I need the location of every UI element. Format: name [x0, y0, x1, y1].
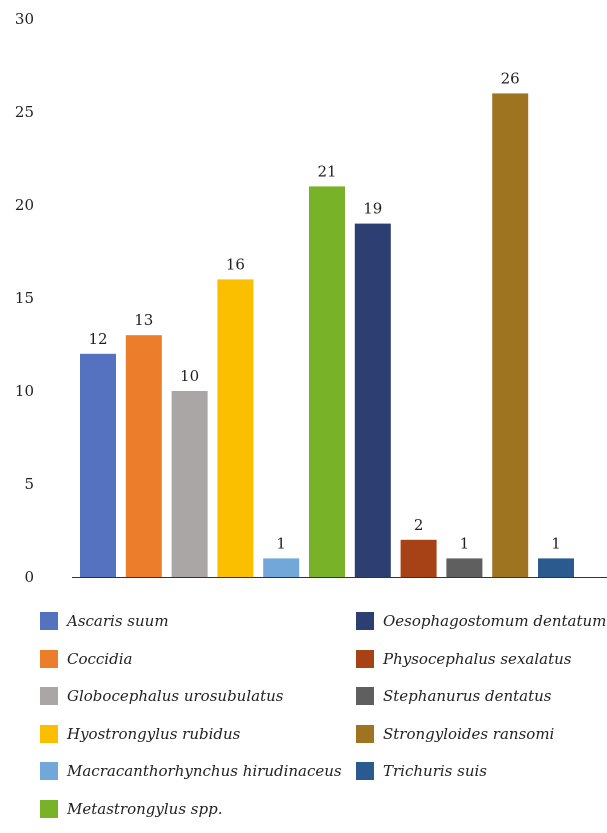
bar-value-label: 2 — [414, 516, 424, 534]
legend: Ascaris suum Coccidia Globocephalus urosub… — [0, 600, 607, 833]
legend-item: Hyostrongylus rubidus — [40, 724, 241, 743]
bar-value-label: 13 — [134, 311, 153, 329]
legend-swatch — [40, 724, 58, 743]
bar-strongyloides-ransomi — [492, 93, 529, 578]
legend-swatch — [356, 649, 374, 668]
legend-swatch — [40, 612, 58, 630]
legend-item: Ascaris suum — [40, 612, 169, 630]
bar-value-label: 1 — [276, 534, 286, 552]
bar-hyostrongylus-rubidus — [217, 279, 254, 577]
y-tick-label: 5 — [24, 475, 34, 493]
legend-swatch — [40, 687, 58, 705]
bar-value-label: 19 — [363, 200, 382, 218]
legend-swatch — [40, 649, 58, 668]
y-tick-label: 0 — [24, 568, 34, 586]
legend-item: Oesophagostomum dentatum — [356, 612, 606, 630]
bar-value-label: 26 — [501, 69, 520, 87]
y-tick-label: 30 — [15, 10, 34, 28]
legend-label: Stephanurus dentatus — [383, 687, 552, 705]
bar-value-label: 16 — [226, 255, 245, 273]
legend-item: Strongyloides ransomi — [356, 724, 555, 743]
legend-item: Coccidia — [40, 649, 133, 668]
bar-value-label: 21 — [317, 162, 336, 180]
legend-label: Globocephalus urosubulatus — [67, 687, 284, 705]
bar-value-label: 1 — [460, 534, 470, 552]
legend-label: Macracanthorhynchus hirudinaceus — [67, 762, 342, 780]
legend-label: Metastrongylus spp. — [67, 799, 223, 818]
legend-swatch — [356, 687, 374, 705]
legend-item: Stephanurus dentatus — [356, 687, 552, 705]
legend-label: Coccidia — [67, 649, 133, 668]
legend-item: Macracanthorhynchus hirudinaceus — [40, 762, 342, 780]
legend-label: Oesophagostomum dentatum — [383, 612, 607, 630]
bar-stephanurus-dentatus — [446, 558, 483, 577]
bar-value-label: 1 — [551, 534, 561, 552]
legend-item: Physocephalus sexalatus — [356, 649, 572, 668]
bar-coccidia — [125, 335, 162, 577]
legend-swatch — [356, 612, 374, 630]
legend-label: Hyostrongylus rubidus — [67, 724, 241, 743]
y-tick-label: 20 — [15, 196, 34, 214]
bar-globocephalus-urosubulatus — [171, 391, 208, 577]
legend-label: Trichuris suis — [383, 762, 487, 780]
legend-item: Trichuris suis — [356, 762, 487, 780]
bar-ascaris-suum — [80, 353, 116, 577]
legend-label: Ascaris suum — [67, 612, 169, 630]
y-tick-label: 10 — [15, 382, 34, 400]
y-tick-label: 15 — [15, 289, 34, 307]
bar-macracanthorhynchus-hirudinaceus — [263, 558, 300, 577]
legend-swatch — [356, 724, 374, 743]
legend-item: Globocephalus urosubulatus — [40, 687, 283, 705]
bars — [80, 93, 574, 578]
legend-label: Strongyloides ransomi — [383, 724, 555, 743]
bar-trichuris-suis — [538, 558, 574, 577]
bar-oesophagostomum-dentatum — [354, 223, 391, 577]
legend-swatch — [40, 799, 58, 818]
legend-label: Physocephalus sexalatus — [383, 649, 572, 668]
bar-metastrongylus-spp — [309, 186, 345, 577]
legend-swatch — [40, 762, 58, 780]
bar-value-label: 10 — [180, 367, 199, 385]
y-tick-label: 25 — [15, 103, 34, 121]
legend-item: Metastrongylus spp. — [40, 799, 223, 818]
legend-swatch — [356, 762, 374, 780]
y-axis: 0 5 10 15 20 25 30 — [15, 10, 34, 586]
bar-value-label: 12 — [88, 330, 107, 348]
bar-physocephalus-sexalatus — [400, 539, 437, 577]
